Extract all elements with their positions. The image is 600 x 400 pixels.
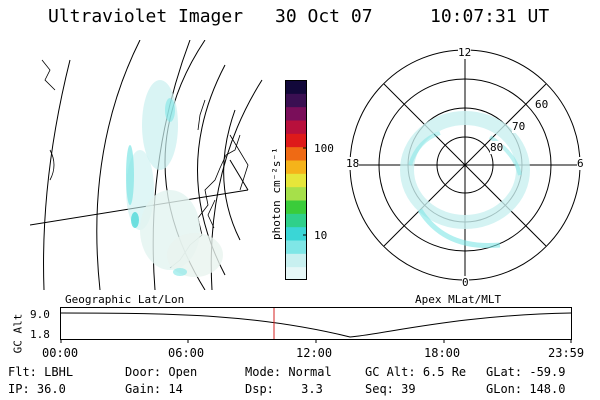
polar-panel-label: Apex MLat/MLT xyxy=(415,293,502,306)
colorbar-unit-label: photon cm⁻²s⁻¹ xyxy=(270,147,283,240)
timeline-ytick-low: 1.8 xyxy=(30,328,50,341)
status-seq-value: 39 xyxy=(401,382,416,396)
status-dsp-key: Dsp: xyxy=(245,382,274,396)
status-filter-key: Flt: xyxy=(8,365,37,379)
timeline-xtick-1800: 18:00 xyxy=(424,346,461,360)
colorbar-segment xyxy=(285,120,307,134)
status-ip-value: 36.0 xyxy=(36,382,66,396)
colorbar-segment xyxy=(285,213,307,228)
colorbar-segment xyxy=(285,80,307,94)
mlt-label-6: 6 xyxy=(577,157,584,170)
timeline-xtick-1200: 12:00 xyxy=(296,346,333,360)
status-gc-alt: GC Alt: 6.5 Re xyxy=(365,365,466,379)
status-glon: GLon: 148.0 xyxy=(486,382,565,396)
colorbar-segment xyxy=(285,253,307,268)
colorbar-segment xyxy=(285,146,307,161)
timeline-xtick-0600: 06:00 xyxy=(168,346,205,360)
status-glat: GLat: -59.9 xyxy=(486,365,565,379)
timeline-xtick-2359: 23:59 xyxy=(548,346,585,360)
colorbar-segment xyxy=(285,240,307,254)
colorbar-segment xyxy=(285,106,307,121)
colorbar xyxy=(285,80,307,280)
colorbar-segment xyxy=(285,93,307,108)
geographic-map-panel xyxy=(30,40,263,290)
colorbar-tick-100: 100 xyxy=(314,142,334,155)
geo-panel-label: Geographic Lat/Lon xyxy=(65,293,185,306)
status-gc-alt-key: GC Alt: xyxy=(365,365,416,379)
status-filter: Flt: LBHL xyxy=(8,365,73,379)
status-glon-key: GLon: xyxy=(486,382,523,396)
colorbar-segment xyxy=(285,160,307,174)
status-mode-value: Normal xyxy=(288,365,332,379)
colorbar-segment xyxy=(285,133,307,148)
status-mode: Mode: Normal xyxy=(245,365,332,379)
status-gain-key: Gain: xyxy=(125,382,162,396)
status-door-value: Open xyxy=(168,365,198,379)
status-dsp-value: 3.3 xyxy=(301,382,323,396)
instrument-title: Ultraviolet Imager xyxy=(48,6,244,27)
status-gain-value: 14 xyxy=(168,382,183,396)
status-mode-key: Mode: xyxy=(245,365,282,379)
polar-mlat-mlt-panel xyxy=(349,49,581,281)
status-glat-key: GLat: xyxy=(486,365,523,379)
colorbar-segment xyxy=(285,226,307,241)
status-dsp: Dsp: 3.3 xyxy=(245,382,323,396)
status-door: Door: Open xyxy=(125,365,197,379)
colorbar-tick-10: 10 xyxy=(314,229,328,242)
observation-date: 30 Oct 07 xyxy=(275,6,373,27)
colorbar-segment xyxy=(285,200,307,214)
status-ip: IP: 36.0 xyxy=(8,382,66,396)
mlat-label-80: 80 xyxy=(490,141,504,154)
mlat-label-60: 60 xyxy=(535,98,549,111)
status-door-key: Door: xyxy=(125,365,162,379)
status-gc-alt-value: 6.5 Re xyxy=(422,365,467,379)
observation-time: 10:07:31 UT xyxy=(430,6,550,27)
orbit-altitude-timeline xyxy=(60,307,572,343)
auroral-oval xyxy=(400,111,530,249)
mlt-label-18: 18 xyxy=(346,157,360,170)
status-seq-key: Seq: xyxy=(365,382,394,396)
status-gain: Gain: 14 xyxy=(125,382,183,396)
status-ip-key: IP: xyxy=(8,382,30,396)
colorbar-segment xyxy=(285,266,307,280)
mlt-label-12: 12 xyxy=(458,46,472,59)
status-seq: Seq: 39 xyxy=(365,382,416,396)
aurora-glow xyxy=(126,80,223,277)
status-glon-value: 148.0 xyxy=(529,382,566,396)
mlt-label-0: 0 xyxy=(462,276,469,289)
status-glat-value: -59.9 xyxy=(529,365,566,379)
timeline-xtick-0000: 00:00 xyxy=(42,346,79,360)
status-filter-value: LBHL xyxy=(44,365,74,379)
timeline-ytick-high: 9.0 xyxy=(30,308,50,321)
timeline-axis-label: GC Alt xyxy=(11,313,25,354)
colorbar-segment xyxy=(285,173,307,188)
mlat-label-70: 70 xyxy=(512,120,526,133)
colorbar-segment xyxy=(285,186,307,201)
